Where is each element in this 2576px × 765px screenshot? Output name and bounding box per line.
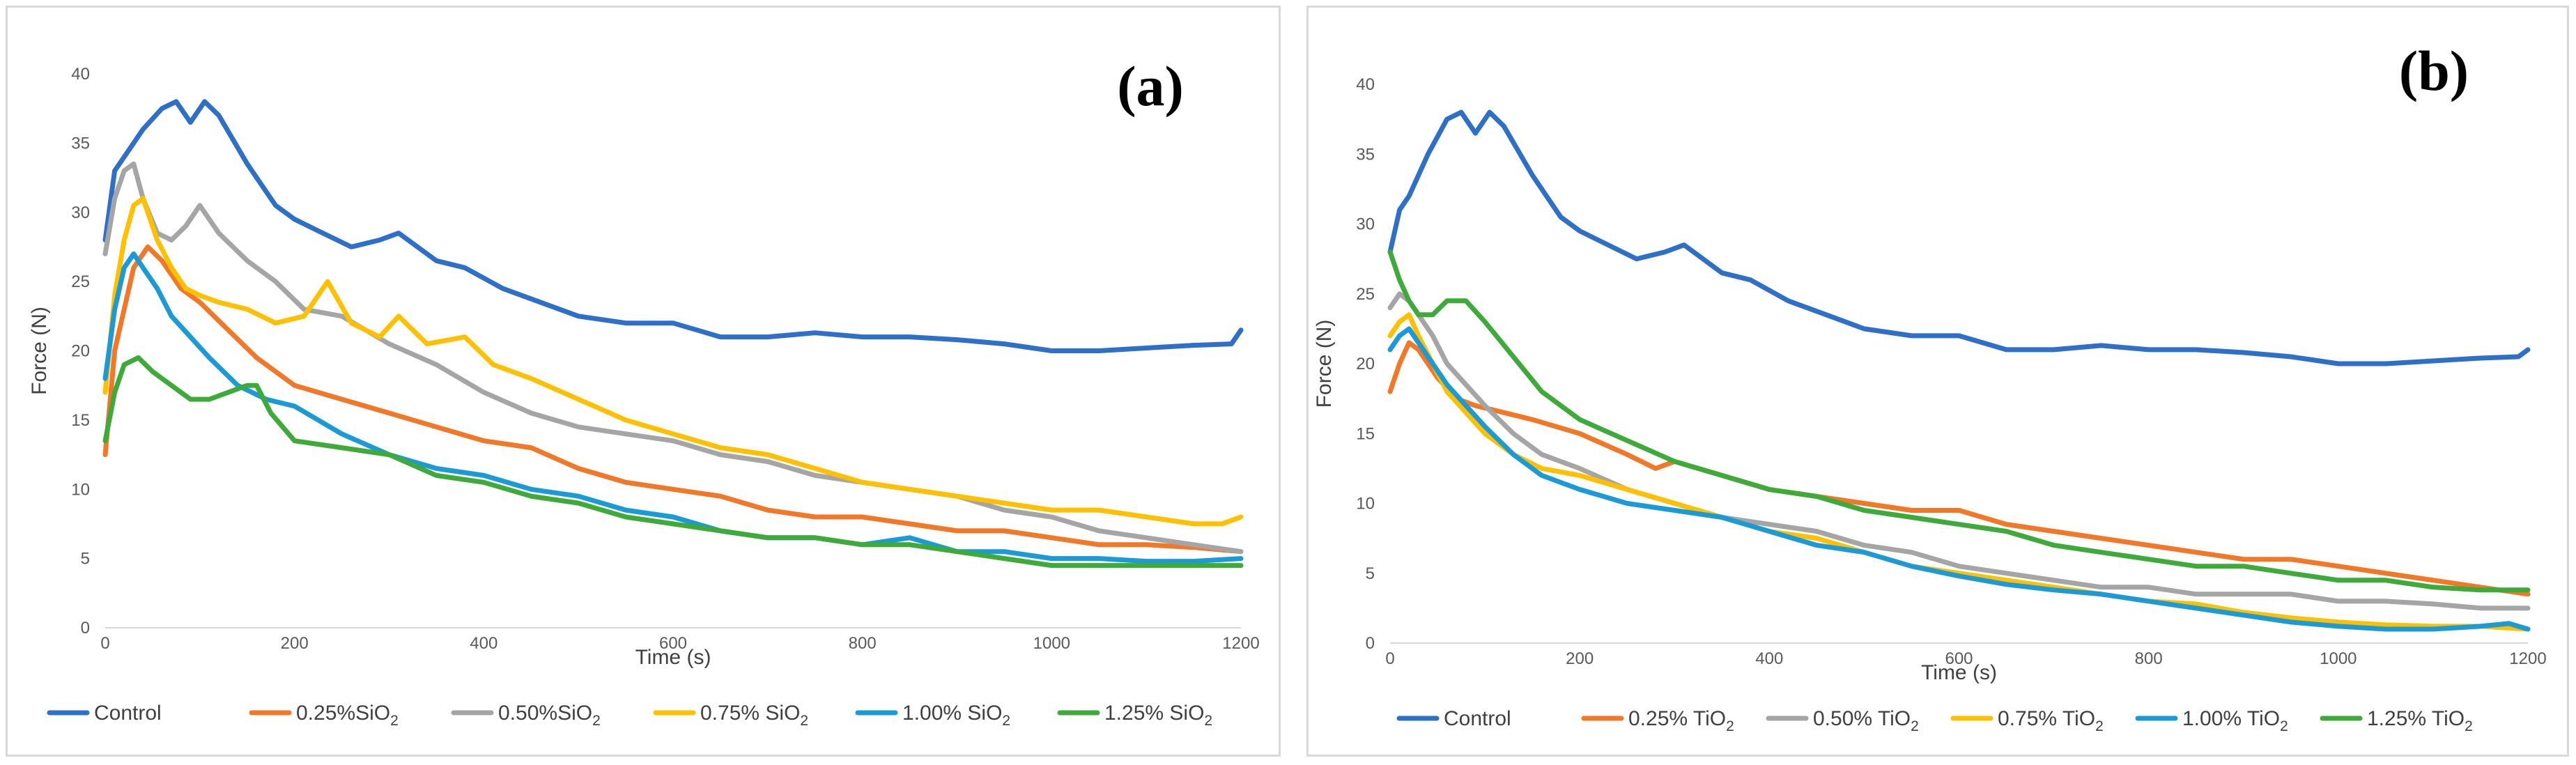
y-axis-title: Force (N) [1313, 320, 1336, 408]
y-tick-label: 40 [71, 65, 90, 84]
y-tick-label: 30 [1356, 215, 1375, 234]
legend-label-2: 0.50% TiO2 [1813, 707, 1919, 734]
y-tick-label: 35 [71, 134, 90, 153]
series-line-5 [102, 355, 1244, 569]
x-tick-label: 1000 [1033, 634, 1070, 653]
legend-label-2: 0.50%SiO2 [498, 702, 601, 729]
legend-label-4: 1.00% TiO2 [2182, 707, 2288, 734]
x-tick-label: 800 [2135, 649, 2163, 668]
y-tick-label: 15 [1356, 424, 1375, 443]
y-tick-label: 20 [1356, 355, 1375, 373]
y-tick-label: 10 [71, 480, 90, 499]
legend-label-5: 1.25% TiO2 [2367, 707, 2473, 734]
series-line-5 [1387, 249, 2531, 593]
y-tick-label: 30 [71, 203, 90, 222]
legend-subscript: 2 [2465, 718, 2473, 734]
y-tick-label: 25 [71, 272, 90, 291]
series-line-0 [1387, 109, 2531, 366]
legend-label-1: 0.25% TiO2 [1628, 707, 1734, 734]
legend-subscript: 2 [2095, 718, 2104, 734]
x-tick-label: 1000 [2320, 649, 2357, 668]
y-tick-label: 0 [81, 619, 90, 638]
series-line-2 [1387, 291, 2531, 611]
series-line-4 [102, 251, 1244, 564]
y-tick-label: 5 [1366, 564, 1375, 583]
x-tick-label: 400 [470, 634, 498, 653]
x-tick-label: 800 [849, 634, 877, 653]
series-line-0 [102, 99, 1244, 353]
panel-label: (b) [2399, 39, 2469, 102]
chart-panel-a: 0 5 10 15 20 25 30 35 40 0 200 400 600 800 1000 1200 Tim… [6, 6, 1281, 757]
legend-label-3: 0.75% TiO2 [1998, 707, 2104, 734]
legend-subscript: 2 [1204, 713, 1212, 729]
x-tick-label: 0 [1385, 649, 1394, 668]
legend-subscript: 2 [390, 713, 399, 729]
legend-label-4: 1.00% SiO2 [902, 702, 1010, 729]
legend-label-0: Control [94, 702, 162, 725]
series-line-2 [102, 161, 1244, 555]
legend-subscript: 2 [1726, 718, 1734, 734]
x-tick-label: 200 [1566, 649, 1594, 668]
legend-subscript: 2 [1002, 713, 1010, 729]
x-axis-title: Time (s) [635, 646, 711, 669]
y-tick-label: 20 [71, 342, 90, 361]
x-tick-label: 200 [281, 634, 309, 653]
legend-label-3: 0.75% SiO2 [700, 702, 808, 729]
legend-subscript: 2 [1911, 718, 1919, 734]
x-tick-label: 1200 [1222, 634, 1259, 653]
y-tick-label: 10 [1356, 495, 1375, 513]
y-tick-label: 0 [1366, 634, 1375, 653]
y-tick-label: 5 [81, 550, 90, 569]
y-tick-label: 35 [1356, 145, 1375, 164]
x-tick-label: 0 [100, 634, 109, 653]
x-tick-label: 1200 [2509, 649, 2546, 668]
panel-label: (a) [1117, 54, 1184, 118]
y-tick-label: 40 [1356, 75, 1375, 94]
series-line-1 [1387, 340, 2531, 597]
legend-label-0: Control [1444, 707, 1511, 730]
x-tick-label: 600 [659, 634, 687, 653]
series-line-1 [102, 244, 1244, 555]
legend-subscript: 2 [2280, 718, 2288, 734]
y-tick-label: 25 [1356, 285, 1375, 304]
series-line-3 [102, 196, 1244, 527]
legend-subscript: 2 [800, 713, 808, 729]
x-tick-label: 600 [1945, 649, 1973, 668]
series-line-3 [1387, 312, 2531, 632]
y-axis-title: Force (N) [28, 307, 51, 395]
x-axis-title: Time (s) [1921, 661, 1997, 684]
legend-subscript: 2 [592, 713, 601, 729]
legend-label-5: 1.25% SiO2 [1104, 702, 1212, 729]
y-tick-label: 15 [71, 411, 90, 430]
legend-label-1: 0.25%SiO2 [296, 702, 399, 729]
series-line-4 [1387, 326, 2531, 632]
chart-panel-b: 0 5 10 15 20 25 30 35 40 0 200 400 600 800 1000 1200 Tim… [1306, 6, 2569, 757]
x-tick-label: 400 [1755, 649, 1783, 668]
